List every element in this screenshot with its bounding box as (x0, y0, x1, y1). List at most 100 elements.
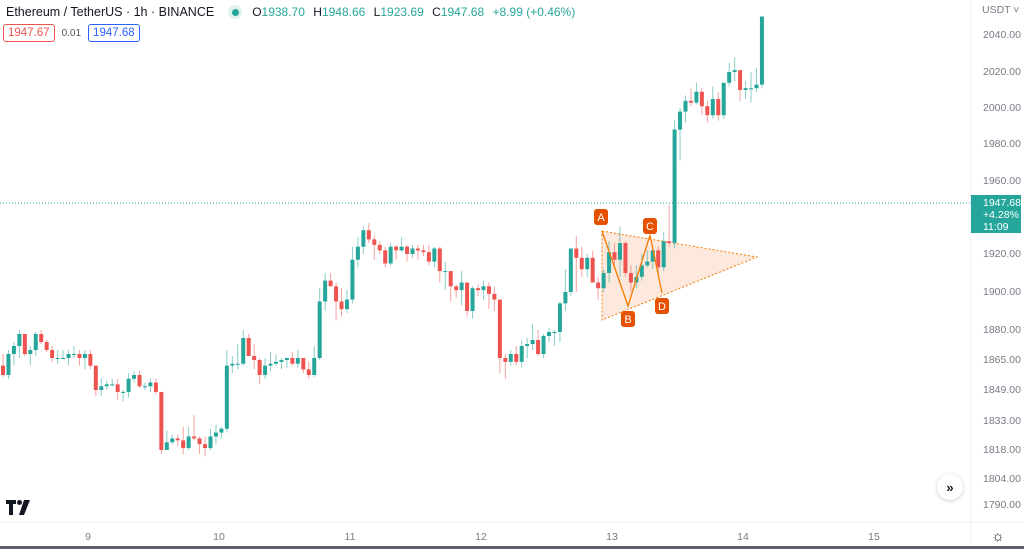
candle[interactable] (99, 378, 104, 396)
candle[interactable] (492, 286, 497, 311)
candle[interactable] (481, 280, 486, 300)
candle[interactable] (61, 350, 66, 359)
candle[interactable] (405, 244, 410, 262)
candle[interactable] (306, 361, 311, 379)
candle[interactable] (508, 350, 513, 366)
candle[interactable] (585, 254, 590, 277)
candle[interactable] (399, 237, 404, 253)
candle[interactable] (454, 284, 459, 298)
candle[interactable] (716, 91, 721, 121)
currency-selector[interactable]: USDT ˅ (982, 4, 1020, 16)
candle[interactable] (617, 226, 622, 277)
candle[interactable] (628, 265, 633, 292)
candle[interactable] (268, 352, 273, 372)
candle[interactable] (470, 286, 475, 319)
candle[interactable] (710, 86, 715, 119)
candle[interactable] (1, 354, 5, 377)
candle[interactable] (514, 346, 519, 366)
candle[interactable] (590, 250, 595, 283)
candle[interactable] (197, 436, 202, 455)
candle[interactable] (721, 82, 726, 119)
pattern-point-label-b[interactable]: B (621, 311, 635, 327)
pattern-point-label-c[interactable]: C (643, 218, 657, 234)
candle[interactable] (153, 378, 158, 394)
candle[interactable] (284, 358, 289, 368)
candle[interactable] (486, 282, 491, 310)
candle[interactable] (656, 246, 661, 275)
candle[interactable] (443, 261, 448, 291)
candle[interactable] (230, 356, 235, 374)
candle[interactable] (459, 271, 464, 306)
candle[interactable] (115, 378, 120, 400)
candle[interactable] (219, 426, 224, 439)
candle[interactable] (699, 88, 704, 116)
candle[interactable] (536, 330, 541, 356)
candle[interactable] (44, 340, 49, 352)
candle[interactable] (328, 273, 333, 287)
candle[interactable] (274, 354, 278, 366)
candle[interactable] (497, 299, 502, 374)
candle[interactable] (339, 288, 344, 317)
candle[interactable] (547, 328, 551, 342)
candle[interactable] (350, 246, 355, 304)
candle[interactable] (426, 244, 431, 266)
scroll-to-realtime-button[interactable]: » (937, 474, 963, 500)
candle[interactable] (252, 344, 257, 370)
candle[interactable] (366, 222, 371, 244)
candle[interactable] (754, 68, 759, 92)
candle[interactable] (208, 428, 213, 450)
candle[interactable] (410, 244, 415, 258)
candle[interactable] (235, 344, 240, 370)
candle[interactable] (661, 232, 666, 272)
pattern-point-label-a[interactable]: A (594, 209, 608, 225)
candle[interactable] (159, 391, 164, 455)
candle[interactable] (132, 371, 137, 383)
candle[interactable] (181, 426, 186, 455)
candle[interactable] (121, 390, 126, 402)
candle[interactable] (705, 100, 710, 123)
candle[interactable] (257, 358, 262, 385)
candle[interactable] (688, 88, 693, 107)
candle[interactable] (596, 276, 601, 300)
candle[interactable] (104, 380, 109, 390)
candle[interactable] (192, 415, 197, 441)
candle[interactable] (17, 330, 22, 358)
candle[interactable] (164, 430, 169, 450)
candle[interactable] (11, 342, 16, 366)
candle[interactable] (279, 358, 284, 370)
candle[interactable] (541, 334, 546, 358)
candle[interactable] (503, 354, 508, 379)
candle[interactable] (476, 284, 481, 296)
candle[interactable] (437, 246, 442, 283)
candle[interactable] (383, 246, 388, 268)
candle[interactable] (295, 350, 300, 368)
candle[interactable] (88, 350, 93, 370)
candle[interactable] (738, 70, 743, 101)
candle[interactable] (563, 269, 568, 311)
candle[interactable] (557, 301, 562, 343)
candle[interactable] (623, 241, 628, 277)
candle[interactable] (727, 62, 732, 87)
candle[interactable] (683, 95, 688, 123)
price-chart[interactable]: A B C D (0, 0, 970, 522)
candle[interactable] (66, 350, 71, 366)
candle[interactable] (82, 350, 87, 370)
candle[interactable] (170, 434, 175, 445)
candle[interactable] (519, 340, 524, 368)
symbol-title[interactable]: Ethereum / TetherUS · 1h · BINANCE (6, 5, 215, 19)
candle[interactable] (142, 382, 147, 391)
candle[interactable] (574, 235, 579, 292)
candle[interactable] (579, 246, 584, 277)
candle[interactable] (432, 246, 437, 268)
candle[interactable] (312, 346, 317, 377)
candle[interactable] (246, 334, 251, 356)
candle[interactable] (678, 108, 683, 161)
candle[interactable] (759, 16, 764, 89)
candle[interactable] (415, 244, 420, 260)
candle[interactable] (33, 332, 38, 356)
buy-price-button[interactable]: 1947.68 (88, 24, 140, 42)
candle[interactable] (355, 237, 360, 268)
candle[interactable] (743, 81, 748, 99)
candle[interactable] (388, 243, 393, 266)
candle[interactable] (732, 57, 737, 81)
